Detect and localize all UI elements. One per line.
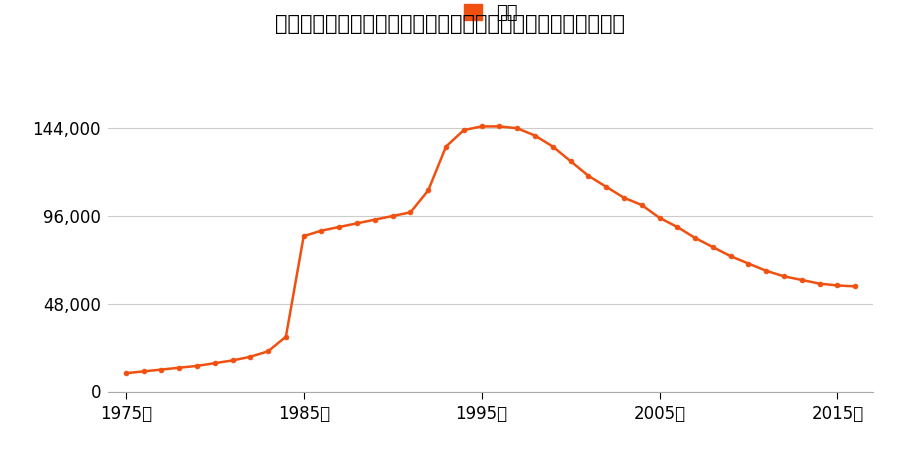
Legend: 価格: 価格 <box>456 0 525 30</box>
Text: 佐賀県佐賀市高木瀛町大字東高木字八本杉６４７番の地価推移: 佐賀県佐賀市高木瀛町大字東高木字八本杉６４７番の地価推移 <box>275 14 625 33</box>
